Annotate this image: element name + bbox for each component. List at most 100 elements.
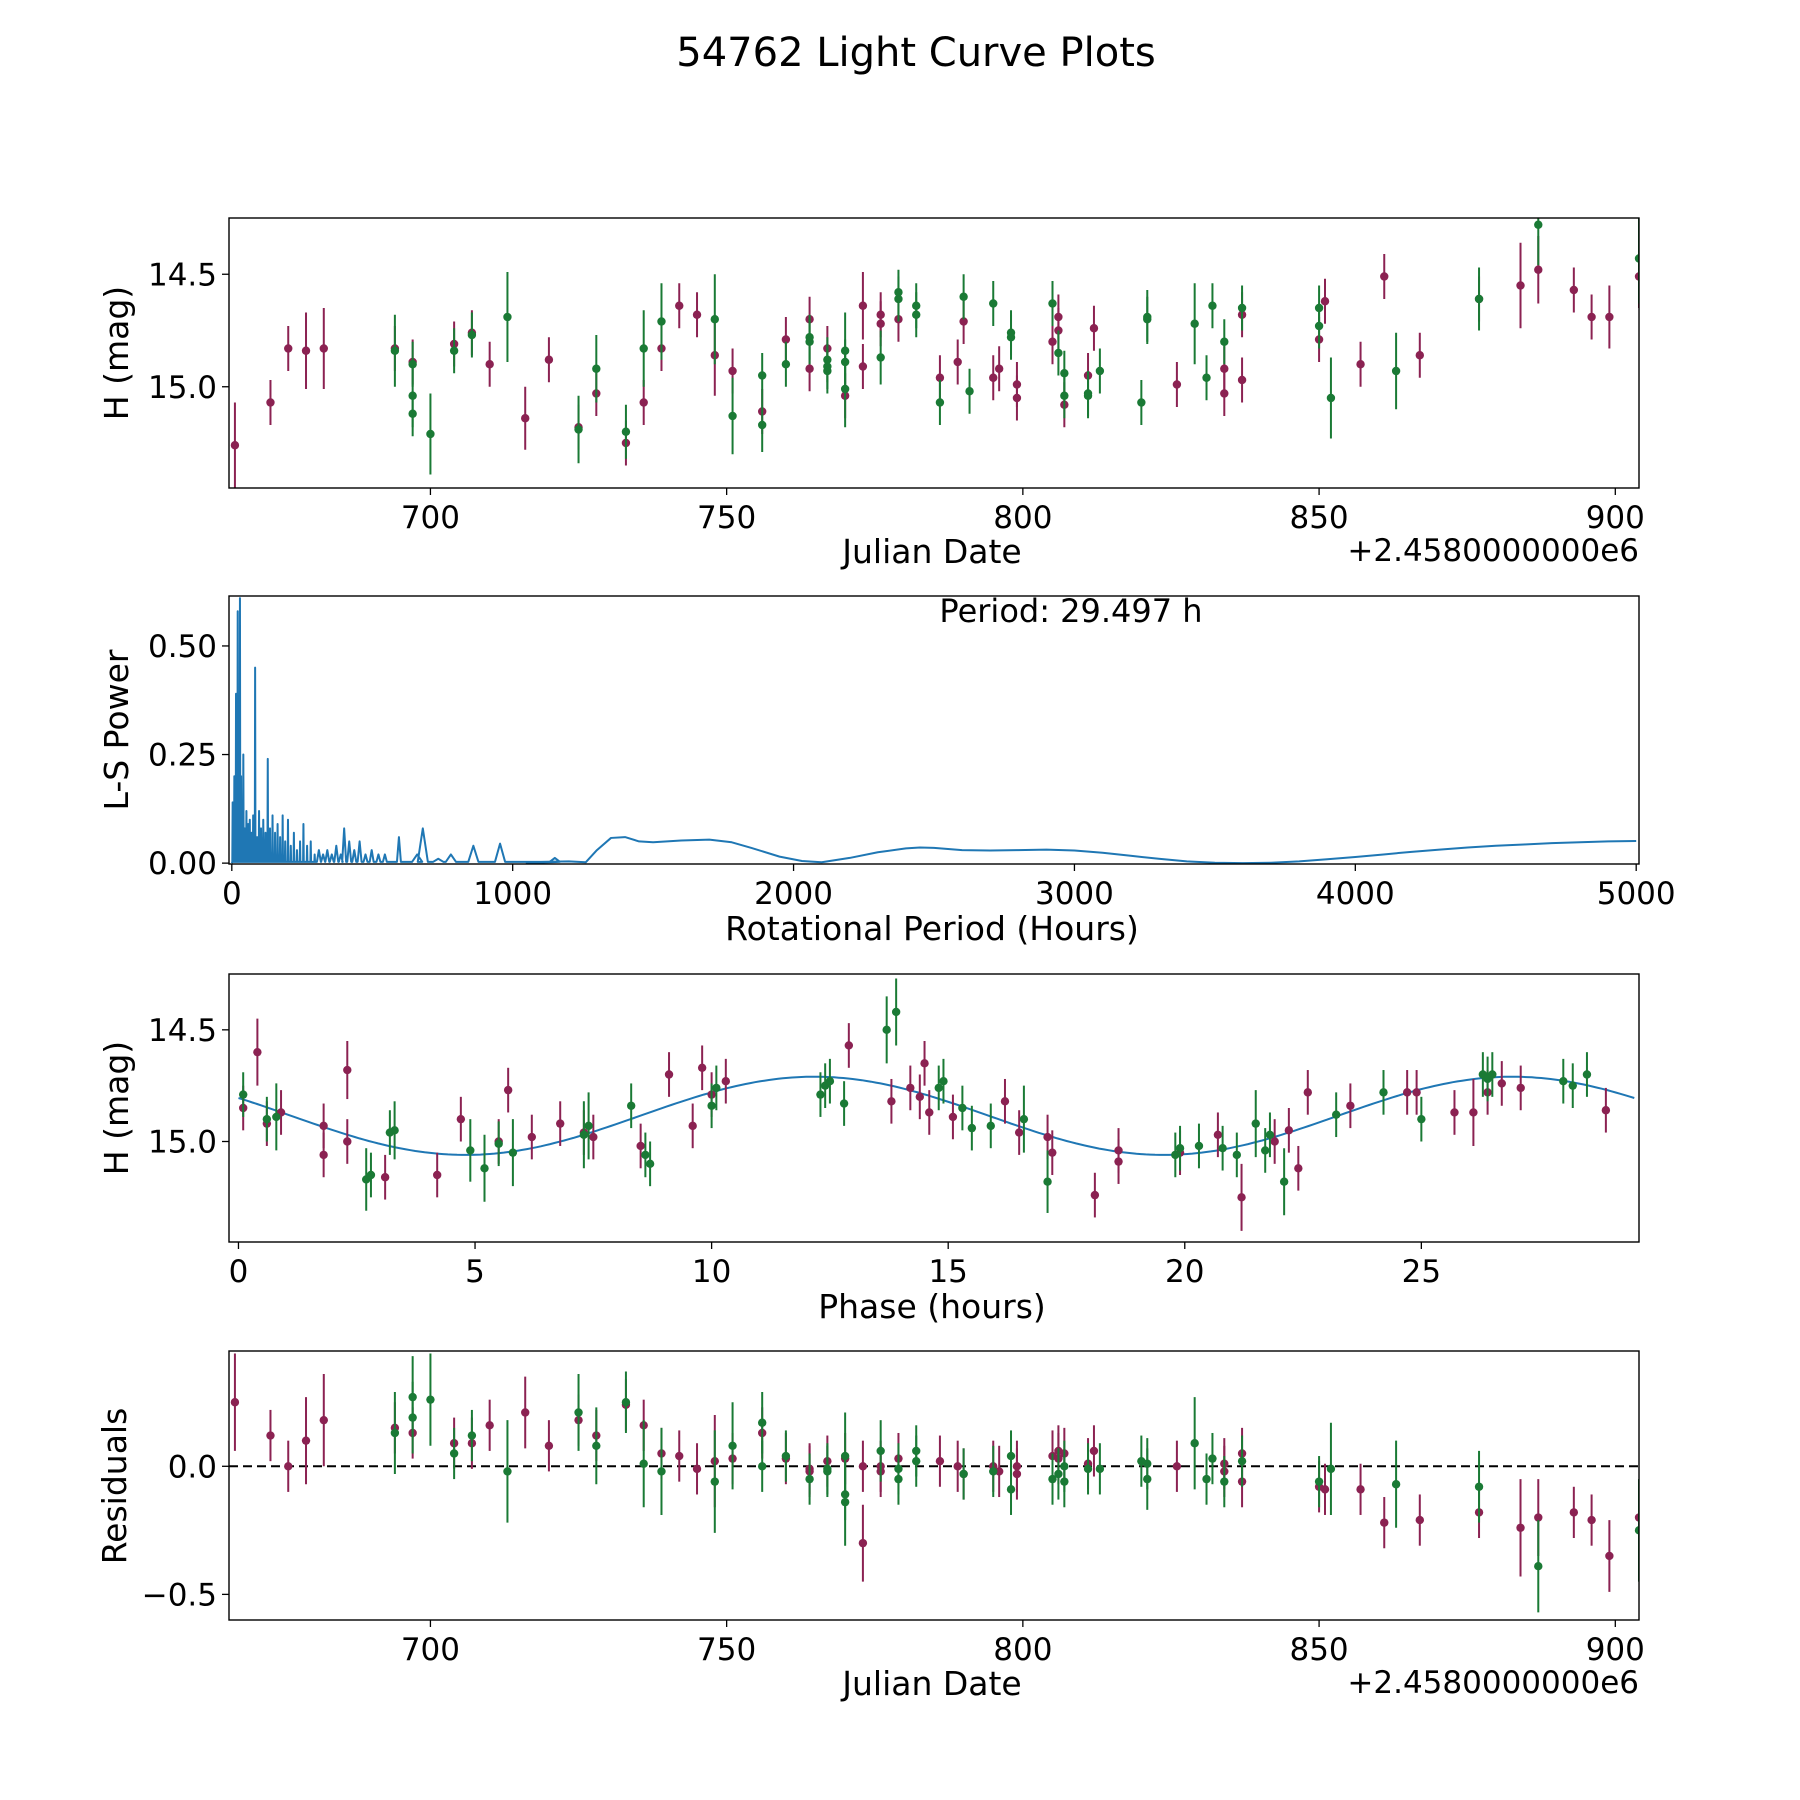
periodogram-ytick-label: 0.50 — [148, 629, 217, 665]
data-point — [858, 1462, 868, 1471]
data-point — [1534, 220, 1543, 229]
data-point — [1284, 1126, 1294, 1135]
data-point — [1220, 337, 1229, 346]
data-point — [1172, 1462, 1182, 1471]
data-point — [527, 1132, 537, 1142]
data-point — [1469, 1108, 1478, 1117]
data-point — [757, 1462, 767, 1471]
data-point — [816, 1090, 825, 1099]
data-point — [1380, 1518, 1389, 1527]
data-point — [1605, 1551, 1614, 1561]
data-point — [986, 1121, 995, 1131]
data-point — [1237, 303, 1247, 313]
data-point — [1314, 321, 1324, 331]
data-point — [1279, 1177, 1289, 1186]
data-point — [1043, 1132, 1052, 1142]
panel-periodogram: 0 1000 2000 3000 4000 5000 0.00 0.25 0.50 Period… — [97, 592, 1676, 948]
data-point — [466, 1146, 475, 1155]
data-point — [948, 1112, 958, 1122]
phase-folded-xlabel: Phase (hours) — [818, 1287, 1046, 1326]
data-point — [925, 1108, 934, 1117]
light-curve-xtick-label: 850 — [1289, 500, 1348, 536]
data-point — [958, 1103, 967, 1113]
data-point — [1054, 1469, 1063, 1479]
data-point — [994, 1467, 1004, 1476]
data-point — [1237, 375, 1247, 385]
data-point — [1587, 1515, 1596, 1525]
data-point — [1089, 1446, 1099, 1456]
data-point — [1237, 1193, 1246, 1202]
periodogram-xtick-label: 3000 — [1035, 876, 1114, 912]
data-point — [959, 317, 968, 326]
light-curve-marks — [230, 218, 1639, 488]
data-point — [1270, 1137, 1279, 1146]
data-point — [408, 1392, 417, 1402]
data-point — [1202, 1474, 1211, 1484]
data-point — [1634, 272, 1639, 281]
data-point — [858, 1538, 868, 1548]
periodogram-xtick-label: 1000 — [473, 876, 552, 912]
data-point — [301, 1436, 311, 1445]
data-point — [1114, 1157, 1123, 1166]
data-point — [721, 1077, 731, 1086]
data-point — [959, 1469, 968, 1479]
data-point — [876, 1446, 885, 1456]
data-point — [1172, 380, 1182, 389]
data-point — [1488, 1070, 1497, 1079]
data-point — [882, 1025, 891, 1035]
data-point — [592, 364, 601, 373]
data-point — [426, 1395, 435, 1404]
data-point — [1516, 1083, 1525, 1093]
data-point — [408, 409, 417, 418]
data-point — [1083, 389, 1093, 398]
phase-folded-xtick-label: 10 — [692, 1254, 731, 1290]
data-point — [953, 1462, 962, 1471]
data-point — [1314, 1477, 1324, 1486]
data-point — [1569, 1508, 1579, 1517]
data-point — [887, 1097, 896, 1106]
residuals-ticks: 700 750 800 850 900 0.0 −0.5 — [142, 1449, 1645, 1668]
data-point — [1346, 1101, 1355, 1110]
data-point — [1569, 285, 1579, 295]
data-point — [1220, 1477, 1229, 1486]
periodogram-xtick-label: 4000 — [1316, 876, 1395, 912]
light-curve-xlabel: Julian Date — [840, 532, 1022, 571]
data-point — [876, 353, 885, 362]
data-point — [1175, 1144, 1185, 1153]
phase-folded-ytick-label: 15.0 — [148, 1125, 217, 1161]
data-point — [805, 337, 814, 346]
data-point — [319, 1415, 328, 1425]
periodogram-ticks: 0 1000 2000 3000 4000 5000 0.00 0.25 0.50 — [148, 629, 1676, 912]
data-point — [1202, 373, 1211, 382]
data-point — [266, 1431, 275, 1440]
data-point — [710, 315, 719, 324]
periodogram-ytick-label: 0.25 — [148, 738, 217, 774]
figure-title: 54762 Light Curve Plots — [676, 30, 1155, 76]
data-point — [1326, 393, 1336, 403]
data-point — [480, 1164, 489, 1173]
data-point — [449, 1449, 459, 1458]
data-point — [989, 299, 998, 308]
data-point — [1012, 380, 1022, 389]
phase-folded-frame — [228, 973, 1640, 1243]
periodogram-xtick-label: 2000 — [754, 876, 833, 912]
data-point — [994, 364, 1004, 373]
data-point — [1601, 1106, 1611, 1115]
data-point — [1143, 315, 1152, 324]
phase-folded-xtick-label: 15 — [928, 1254, 967, 1290]
data-point — [805, 364, 814, 373]
data-point — [989, 1467, 998, 1476]
light-curve-xtick-label: 800 — [993, 500, 1052, 536]
data-point — [1294, 1164, 1303, 1173]
data-point — [262, 1114, 272, 1124]
data-point — [1391, 1480, 1401, 1489]
data-point — [920, 1059, 929, 1068]
data-point — [1516, 1523, 1525, 1532]
data-point — [1380, 272, 1389, 281]
data-point — [503, 1085, 513, 1095]
data-point — [692, 310, 702, 319]
residuals-xtick-label: 900 — [1586, 1632, 1645, 1668]
panel-phase-folded: 0 5 10 15 20 25 15.0 14.5 Phase (hours) H (mag) — [97, 973, 1640, 1326]
data-point — [621, 1398, 631, 1407]
periodogram-frame — [228, 595, 1640, 865]
